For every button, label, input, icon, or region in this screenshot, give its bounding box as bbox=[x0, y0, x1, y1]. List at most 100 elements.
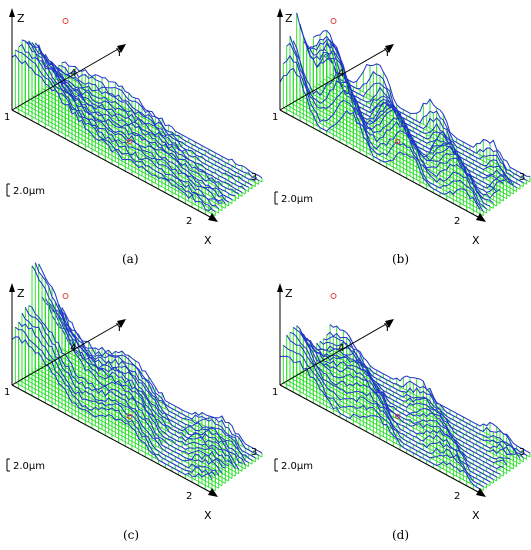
profile-curve bbox=[282, 54, 484, 212]
y-axis-label: Y bbox=[115, 321, 123, 334]
corner-label-3: 3 bbox=[251, 172, 257, 183]
profile-curve bbox=[58, 64, 259, 181]
profile-hatch bbox=[11, 337, 213, 493]
corner-label-1: 1 bbox=[4, 387, 10, 398]
y-axis-label: Y bbox=[115, 46, 123, 59]
profile-base-line bbox=[283, 382, 484, 491]
profile-curve bbox=[11, 54, 213, 212]
profile-curve bbox=[38, 44, 239, 194]
profilometry-surface bbox=[279, 12, 531, 219]
profile-curve bbox=[51, 304, 253, 461]
profile-curve bbox=[31, 265, 233, 465]
y-axis-label: Y bbox=[383, 321, 391, 334]
marker-circle bbox=[62, 293, 69, 299]
profilometry-surface bbox=[11, 262, 263, 494]
panel-caption: (c) bbox=[123, 528, 139, 542]
marker-circle bbox=[394, 413, 401, 420]
corner-label-3: 3 bbox=[251, 447, 257, 458]
scale-bar bbox=[274, 458, 278, 472]
profile-curve bbox=[286, 42, 488, 210]
profile-curve bbox=[282, 345, 484, 488]
profile-curve bbox=[312, 345, 514, 456]
corner-label-4: 4 bbox=[338, 343, 344, 354]
profile-curve bbox=[14, 326, 216, 477]
z-axis-label: Z bbox=[285, 12, 293, 25]
profile-curve bbox=[61, 61, 263, 179]
scale-bar-label: 2.0µm bbox=[281, 194, 313, 205]
profile-curve bbox=[319, 340, 521, 459]
x-axis-label: X bbox=[472, 234, 480, 247]
marker-circle bbox=[394, 138, 401, 145]
profile-curve bbox=[28, 305, 229, 466]
panel-a: Z Y X 1 2 3 4 2.0µm (a) bbox=[4, 8, 263, 266]
profile-curve bbox=[25, 40, 226, 204]
profile-base-line bbox=[15, 107, 216, 216]
profile-curve bbox=[51, 63, 253, 186]
corner-label-3: 3 bbox=[519, 172, 525, 183]
corner-label-2: 2 bbox=[454, 216, 460, 227]
scale-bar-label: 2.0µm bbox=[13, 186, 45, 197]
panel-caption: (a) bbox=[122, 252, 139, 266]
scale-bar bbox=[274, 191, 278, 205]
x-axis-label: X bbox=[204, 234, 212, 247]
profile-curve bbox=[55, 66, 256, 182]
profile-curve bbox=[21, 39, 222, 204]
profile-curve bbox=[279, 67, 481, 210]
panel-caption: (d) bbox=[392, 528, 409, 542]
profile-curve bbox=[18, 43, 220, 210]
profile-curve bbox=[34, 262, 236, 470]
axes bbox=[277, 8, 486, 222]
corner-label-1: 1 bbox=[272, 112, 278, 123]
panel-d: Z Y X 1 2 3 4 2.0µm (d) bbox=[272, 283, 531, 542]
profile-curve bbox=[44, 53, 246, 191]
profile-curve bbox=[306, 337, 508, 466]
profile-curve bbox=[21, 312, 223, 474]
profile-curve bbox=[61, 307, 263, 454]
scale-bar-label: 2.0µm bbox=[13, 461, 45, 472]
profile-curve bbox=[38, 263, 240, 470]
panel-b: Z Y X 1 2 3 4 2.0µm (b) bbox=[272, 8, 531, 266]
z-axis-label: Z bbox=[17, 287, 25, 300]
z-axis-label: Z bbox=[17, 12, 25, 25]
corner-label-2: 2 bbox=[454, 491, 460, 502]
profile-curve bbox=[31, 42, 233, 200]
profile-curve bbox=[34, 42, 236, 196]
corner-label-4: 4 bbox=[70, 343, 76, 354]
z-axis-label: Z bbox=[285, 287, 293, 300]
profile-curve bbox=[41, 53, 243, 193]
profile-curve bbox=[323, 335, 524, 459]
corner-label-4: 4 bbox=[70, 68, 76, 79]
panel-c: Z Y X 1 2 3 4 2.0µm (c) bbox=[4, 262, 263, 542]
corner-label-4: 4 bbox=[338, 68, 344, 79]
axes bbox=[277, 283, 486, 497]
scale-bar bbox=[6, 458, 10, 472]
corner-label-1: 1 bbox=[4, 112, 10, 123]
corner-label-2: 2 bbox=[186, 216, 192, 227]
corner-label-2: 2 bbox=[186, 491, 192, 502]
profile-curve bbox=[18, 321, 220, 476]
profile-curve bbox=[302, 333, 504, 470]
profile-curve bbox=[279, 355, 481, 490]
profile-curve bbox=[11, 336, 213, 480]
marker-circle bbox=[126, 413, 133, 420]
marker-circle bbox=[330, 293, 337, 299]
profile-curve bbox=[292, 326, 494, 480]
corner-label-1: 1 bbox=[272, 387, 278, 398]
profile-hatch bbox=[14, 50, 216, 216]
profile-hatch bbox=[282, 345, 484, 491]
profile-hatch bbox=[279, 68, 481, 218]
x-axis-label: X bbox=[472, 509, 480, 522]
profile-curve bbox=[299, 329, 501, 475]
axes bbox=[9, 283, 218, 497]
profile-curve bbox=[326, 331, 527, 456]
profile-curve bbox=[58, 303, 259, 456]
scale-bar bbox=[6, 183, 10, 197]
profilometry-surface bbox=[279, 293, 531, 494]
panel-caption: (b) bbox=[392, 252, 409, 266]
marker-circle bbox=[62, 18, 69, 24]
profile-curve bbox=[289, 35, 491, 207]
profile-curve bbox=[323, 48, 524, 184]
marker-circle bbox=[330, 18, 337, 24]
axes bbox=[9, 8, 218, 222]
